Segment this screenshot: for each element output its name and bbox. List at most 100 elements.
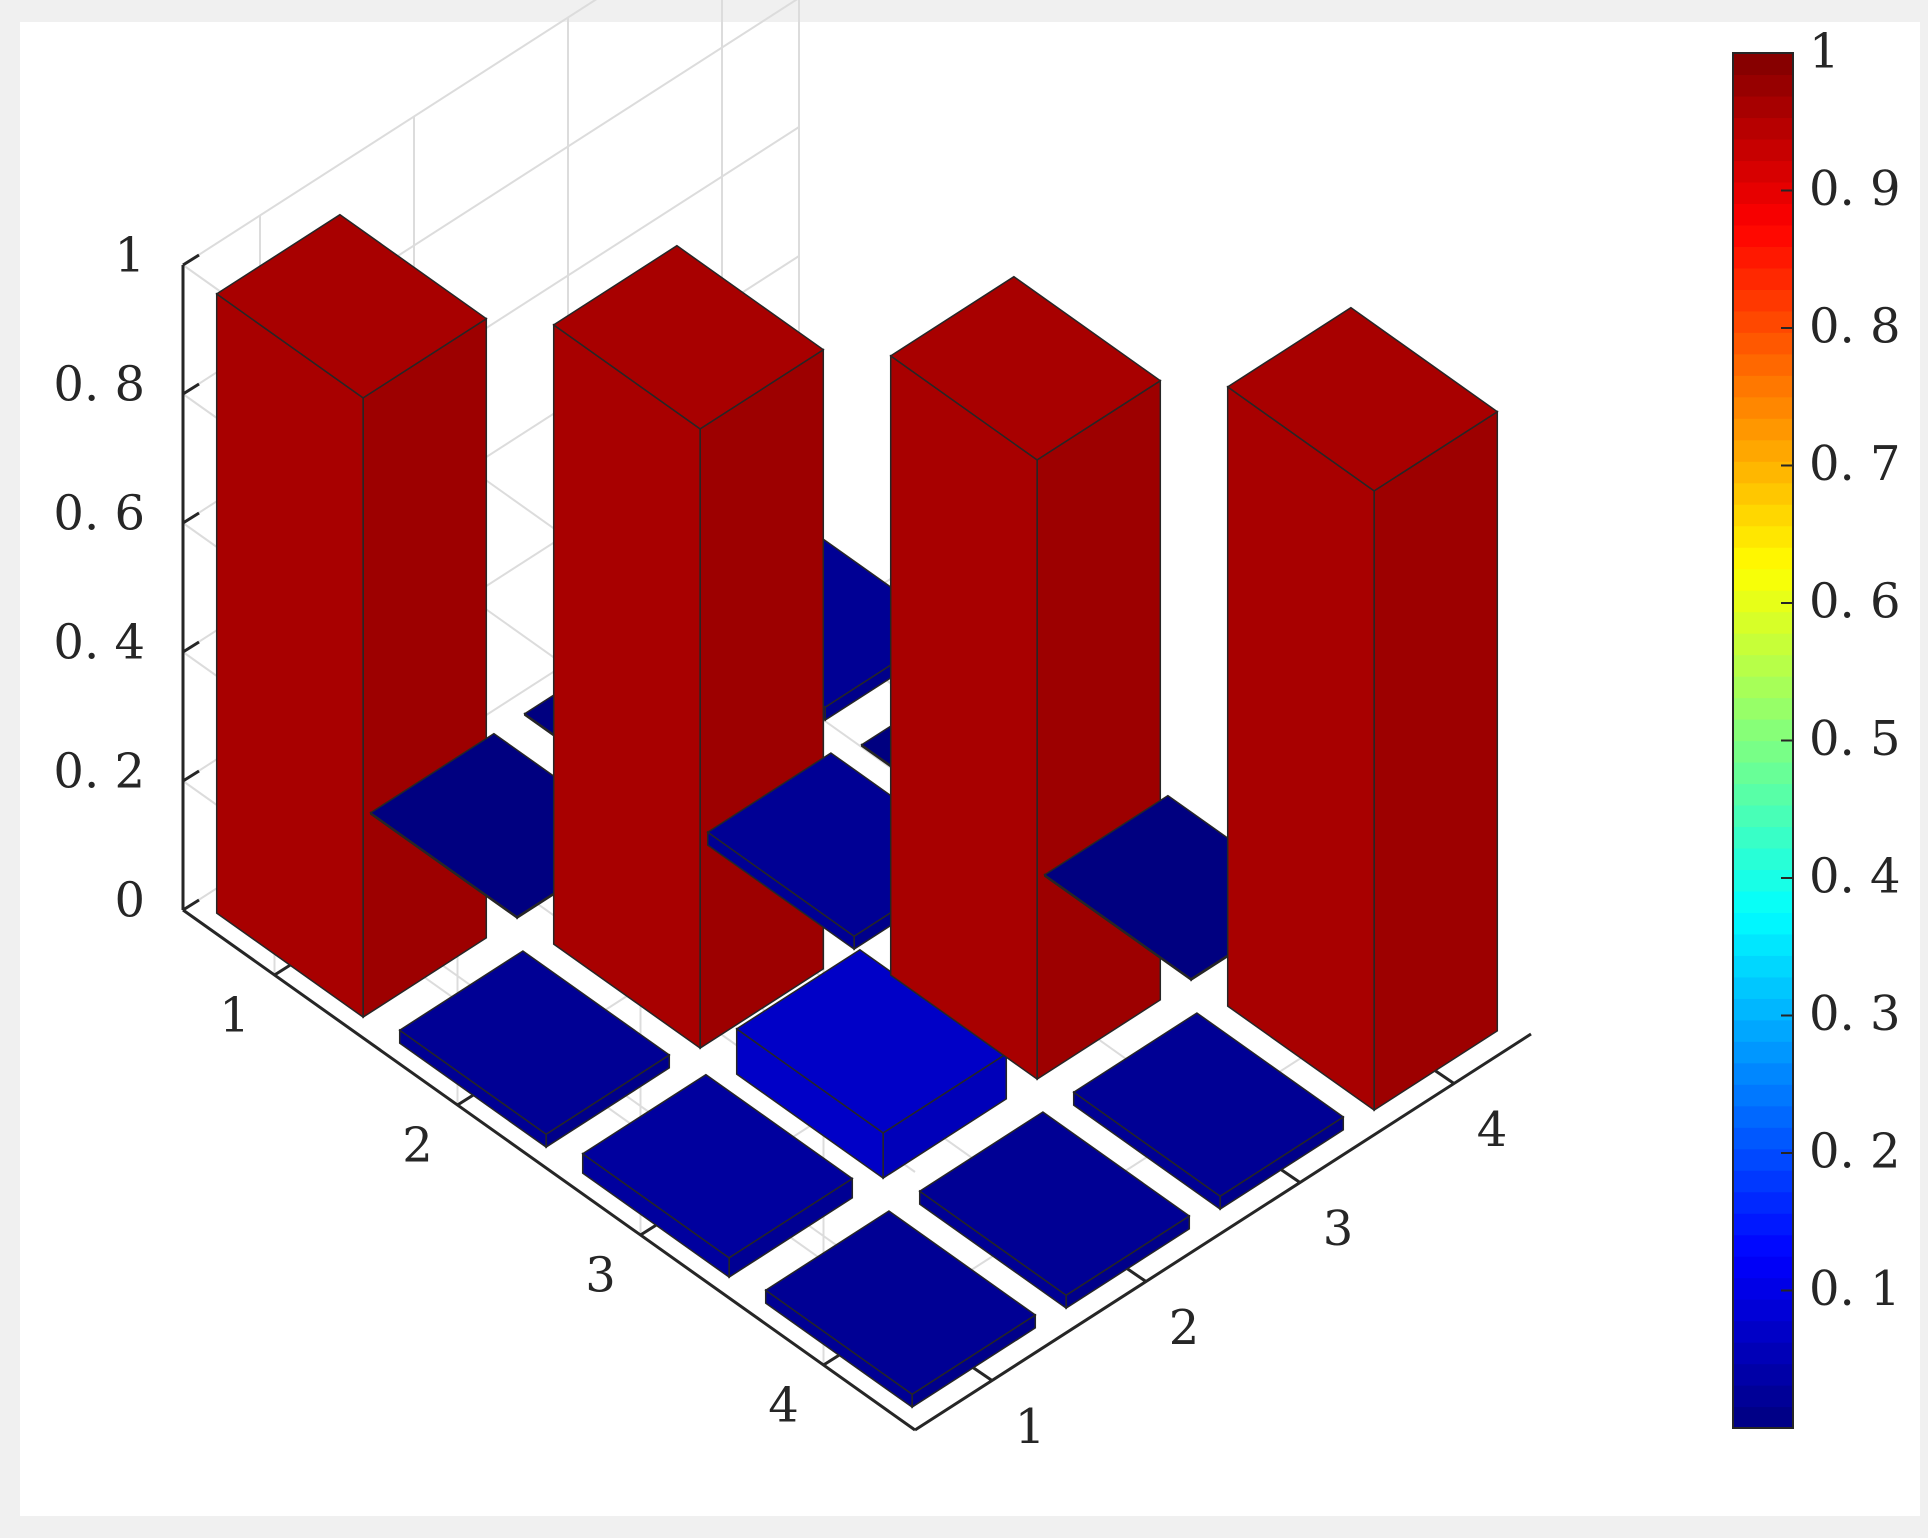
grid-back-z [182, 0, 598, 266]
bar-face-front [362, 317, 488, 1019]
colorbar-segment [1733, 117, 1793, 140]
colorbar-segment [1733, 890, 1793, 913]
colorbar-segment [1733, 418, 1793, 441]
colorbar-segment [1733, 246, 1793, 269]
bar-4-1 [764, 1210, 1037, 1409]
bar-face-top [398, 950, 671, 1136]
bar-face-top [1072, 1012, 1345, 1198]
bar-face-left [1226, 385, 1375, 1112]
colorbar-segment [1733, 847, 1793, 870]
colorbar-segment [1733, 1019, 1793, 1042]
z-tick-mark [182, 898, 200, 912]
bar-face-top [1226, 306, 1499, 492]
colorbar-segment [1733, 1299, 1793, 1322]
colorbar-segment [1733, 138, 1793, 162]
col-tick-label: 2 [1169, 1300, 1200, 1356]
colorbar-segment [1733, 676, 1793, 699]
colorbar-segment [1733, 976, 1793, 999]
colorbar-segment [1733, 1342, 1793, 1365]
colorbar-segment [1733, 525, 1793, 548]
colorbar-segment [1733, 1105, 1793, 1128]
z-tick-label: 0. 6 [53, 486, 145, 542]
colorbar-segment [1733, 547, 1793, 570]
z-tick-label: 0. 2 [53, 744, 145, 800]
colorbar-segment [1733, 482, 1793, 505]
colorbar-segment [1733, 1277, 1793, 1300]
colorbar-segment [1733, 1234, 1793, 1257]
colorbar-segment [1733, 1363, 1793, 1386]
z-tick-mark [182, 769, 200, 783]
bar-face-front [1036, 379, 1162, 1081]
colorbar-segment [1733, 504, 1793, 527]
tick-labels: 0 0. 2 0. 4 0. 6 0. 8 1 1 2 3 4 1 2 3 4 [53, 228, 1507, 1456]
z-tick-label: 0. 8 [53, 357, 145, 413]
bar-4-3 [1072, 1012, 1345, 1211]
bar-3-3 [889, 275, 1162, 1081]
colorbar-segment [1733, 933, 1793, 956]
bar-2-1 [398, 950, 671, 1149]
bar-face-top [215, 213, 488, 399]
colorbar-segment [1733, 332, 1793, 355]
colorbar-segment [1733, 869, 1793, 892]
colorbar-segment [1733, 633, 1793, 656]
colorbar-segment [1733, 783, 1793, 806]
col-tick-label: 4 [1477, 1102, 1508, 1158]
colorbar-segment [1733, 654, 1793, 677]
colorbar-segment [1733, 1084, 1793, 1107]
colorbar-segment [1733, 955, 1793, 978]
colorbar-segment [1733, 590, 1793, 613]
col-tick-label: 3 [1323, 1201, 1354, 1257]
colorbar-tick-label: 0. 2 [1809, 1124, 1901, 1180]
row-tick-label: 4 [768, 1378, 799, 1434]
bar-face-front [1373, 410, 1499, 1112]
bar-4-4 [1226, 306, 1499, 1112]
colorbar-segment [1733, 1062, 1793, 1085]
colorbar-tick-label: 0. 5 [1809, 711, 1901, 767]
z-tick-mark [182, 640, 200, 654]
colorbar-segment [1733, 740, 1793, 763]
bar-face-top [889, 275, 1162, 461]
colorbar-segment [1733, 95, 1793, 119]
bar-face-top [581, 1073, 854, 1259]
bar-3-1 [581, 1073, 854, 1279]
z-tick-label: 0 [114, 873, 145, 929]
colorbar-segment [1733, 697, 1793, 720]
bars [215, 213, 1499, 1409]
colorbar-segment [1733, 1213, 1793, 1236]
row-tick-label: 1 [219, 988, 250, 1044]
colorbar-segment [1733, 1170, 1793, 1193]
colorbar-segment [1733, 353, 1793, 376]
bar-face-top [764, 1210, 1037, 1396]
bar-2-2 [552, 244, 825, 1050]
bar-3-2 [735, 948, 1008, 1180]
z-tick-mark [182, 382, 200, 396]
colorbar-segment [1733, 439, 1793, 462]
colorbar-segment [1733, 1041, 1793, 1064]
colorbar-segment [1733, 719, 1793, 742]
colorbar-segment [1733, 375, 1793, 398]
colorbar-segment [1733, 267, 1793, 290]
colorbar-segment [1733, 1148, 1793, 1171]
colorbar-segment [1733, 160, 1793, 183]
colorbar-segment [1733, 1256, 1793, 1279]
z-tick-mark [182, 511, 200, 525]
colorbar-tick-label: 0. 8 [1809, 299, 1901, 355]
colorbar-segment [1733, 461, 1793, 484]
bar-face-left [552, 323, 701, 1050]
colorbar-segment [1733, 1320, 1793, 1343]
colorbar-tick-label: 1 [1809, 24, 1840, 80]
colorbar-segment [1733, 396, 1793, 419]
bar-face-left [889, 354, 1038, 1081]
colorbar-tick-label: 0. 4 [1809, 849, 1901, 905]
colorbar-segment [1733, 1191, 1793, 1214]
colorbar-tick-label: 0. 9 [1809, 161, 1901, 217]
z-tick-label: 1 [114, 228, 145, 284]
bar-4-2 [918, 1111, 1191, 1310]
row-tick-label: 2 [402, 1118, 433, 1174]
colorbar-segment [1733, 912, 1793, 935]
bar-face-top [552, 244, 825, 430]
colorbar-segment [1733, 1406, 1793, 1429]
colorbar-segment [1733, 224, 1793, 247]
colorbar-segment [1733, 761, 1793, 785]
